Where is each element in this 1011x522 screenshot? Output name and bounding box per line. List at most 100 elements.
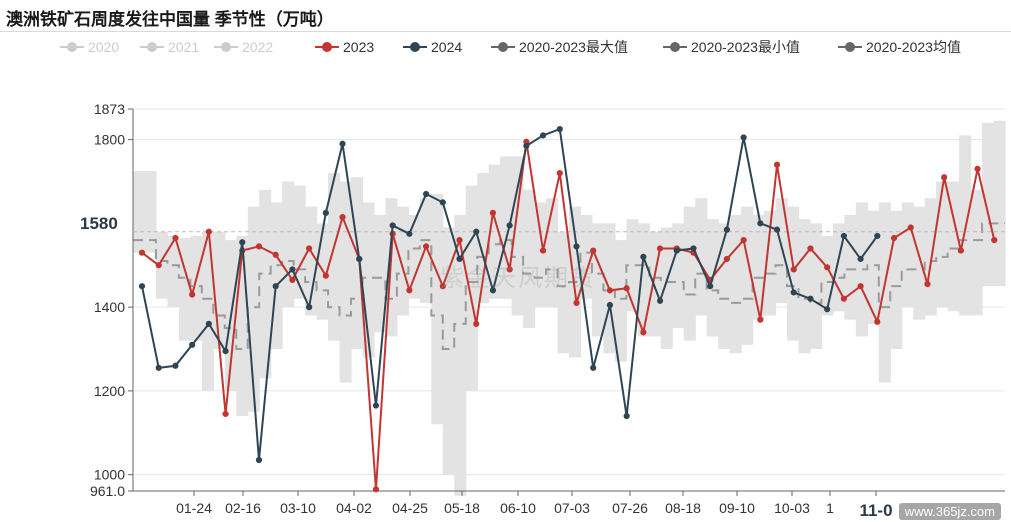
series-point-2024	[807, 295, 814, 302]
legend-item-2020-2023最大值[interactable]: 2020-2023最大值	[491, 36, 628, 58]
band-bar	[878, 202, 891, 383]
site-watermark: www.365jz.com	[898, 503, 1001, 520]
band-bar	[672, 223, 685, 329]
x-tick-label: 09-10	[719, 500, 755, 516]
band-bar	[557, 231, 570, 354]
band-bar	[293, 185, 306, 299]
legend-label: 2020-2023最大值	[519, 39, 628, 55]
series-point-2023	[991, 237, 998, 244]
series-point-2024	[389, 222, 396, 229]
legend-swatch	[315, 42, 339, 52]
band-bar	[982, 122, 995, 287]
band-bar	[442, 227, 455, 475]
series-point-2023	[656, 245, 664, 252]
series-point-2023	[439, 283, 446, 290]
series-point-2024	[255, 456, 263, 464]
x-tick-label: 03-10	[280, 500, 316, 516]
series-point-2023	[205, 228, 212, 235]
series-point-2023	[590, 247, 597, 254]
x-tick-label: 11-0	[859, 501, 892, 520]
series-point-2024	[289, 266, 296, 273]
series-point-2024	[623, 412, 630, 420]
legend-swatch-dot	[670, 42, 680, 52]
band-bar	[936, 181, 949, 308]
series-point-2024	[222, 348, 229, 355]
y-tick-label: 1400	[94, 299, 125, 315]
band-bar	[500, 156, 513, 299]
series-point-2023	[322, 272, 329, 279]
series-point-2024	[773, 226, 781, 233]
series-point-2023	[874, 318, 881, 325]
legend-item-2021[interactable]: 2021	[140, 36, 199, 58]
x-tick-label: 1	[826, 500, 834, 516]
legend-swatch	[403, 42, 427, 52]
watermark-text: 紫金天风期货	[440, 265, 596, 292]
legend-item-2023[interactable]: 2023	[315, 36, 374, 58]
series-point-2024	[707, 283, 714, 290]
band-bar	[178, 238, 191, 341]
series-point-2024	[189, 341, 196, 348]
band-bar	[523, 189, 536, 329]
series-point-2023	[422, 243, 430, 250]
legend-swatch	[838, 42, 862, 52]
series-point-2023	[573, 299, 580, 307]
legend-swatch-dot	[322, 42, 332, 52]
legend-item-2024[interactable]: 2024	[403, 36, 462, 58]
title-divider	[0, 31, 1011, 32]
legend-label: 2020-2023最小值	[691, 39, 800, 55]
band-bar	[144, 170, 157, 253]
band-bar	[511, 156, 524, 316]
band-bar	[695, 198, 708, 316]
legend-item-2020-2023最小值[interactable]: 2020-2023最小值	[663, 36, 800, 58]
series-point-2023	[406, 287, 413, 294]
band-bar	[683, 206, 696, 341]
legend-item-2020-2023均值[interactable]: 2020-2023均值	[838, 36, 961, 58]
series-point-2024	[456, 255, 463, 263]
legend-swatch-dot	[410, 42, 420, 52]
legend-label: 2022	[242, 39, 274, 55]
band-bar	[775, 198, 788, 303]
band-bar	[867, 210, 880, 324]
y-tick-label: 1000	[94, 467, 125, 483]
legend-label: 2021	[168, 39, 200, 55]
series-point-2023	[289, 276, 296, 283]
band-bar	[718, 223, 731, 350]
legend-swatch-dot	[498, 42, 508, 52]
band-bar	[259, 189, 272, 379]
x-tick-label: 04-02	[336, 500, 372, 516]
band-bar	[167, 235, 180, 308]
series-point-2024	[606, 301, 614, 309]
legend-swatch	[214, 42, 238, 52]
series-point-2024	[539, 132, 547, 139]
series-point-2023	[556, 169, 563, 177]
band-bar	[373, 214, 387, 333]
legend-label: 2020	[88, 39, 120, 55]
series-point-2023	[907, 224, 914, 231]
band-bar	[970, 189, 983, 316]
series-point-2024	[840, 232, 847, 240]
series-point-2024	[339, 140, 346, 147]
series-point-2024	[656, 297, 664, 304]
band-bar	[534, 202, 547, 308]
band-bar	[431, 194, 444, 425]
legend-swatch	[60, 42, 84, 52]
series-point-2024	[205, 320, 212, 327]
series-point-2023	[489, 209, 497, 216]
band-bar	[488, 164, 501, 299]
band-bar	[637, 223, 650, 337]
series-point-2024	[489, 287, 497, 294]
legend-label: 2020-2023均值	[866, 39, 961, 55]
band-bar	[764, 210, 777, 316]
x-tick-label: 10-03	[774, 500, 810, 516]
legend-item-2020[interactable]: 2020	[60, 36, 119, 58]
band-bar	[236, 235, 249, 417]
band-bar	[844, 214, 857, 320]
min-max-band	[133, 120, 1006, 496]
legend-item-2022[interactable]: 2022	[214, 36, 273, 58]
band-bar	[660, 227, 673, 350]
series-point-2023	[890, 234, 898, 242]
series-group	[138, 126, 998, 493]
series-point-2024	[723, 226, 730, 233]
series-point-2024	[239, 239, 246, 246]
x-tick-label: 05-18	[444, 500, 480, 516]
